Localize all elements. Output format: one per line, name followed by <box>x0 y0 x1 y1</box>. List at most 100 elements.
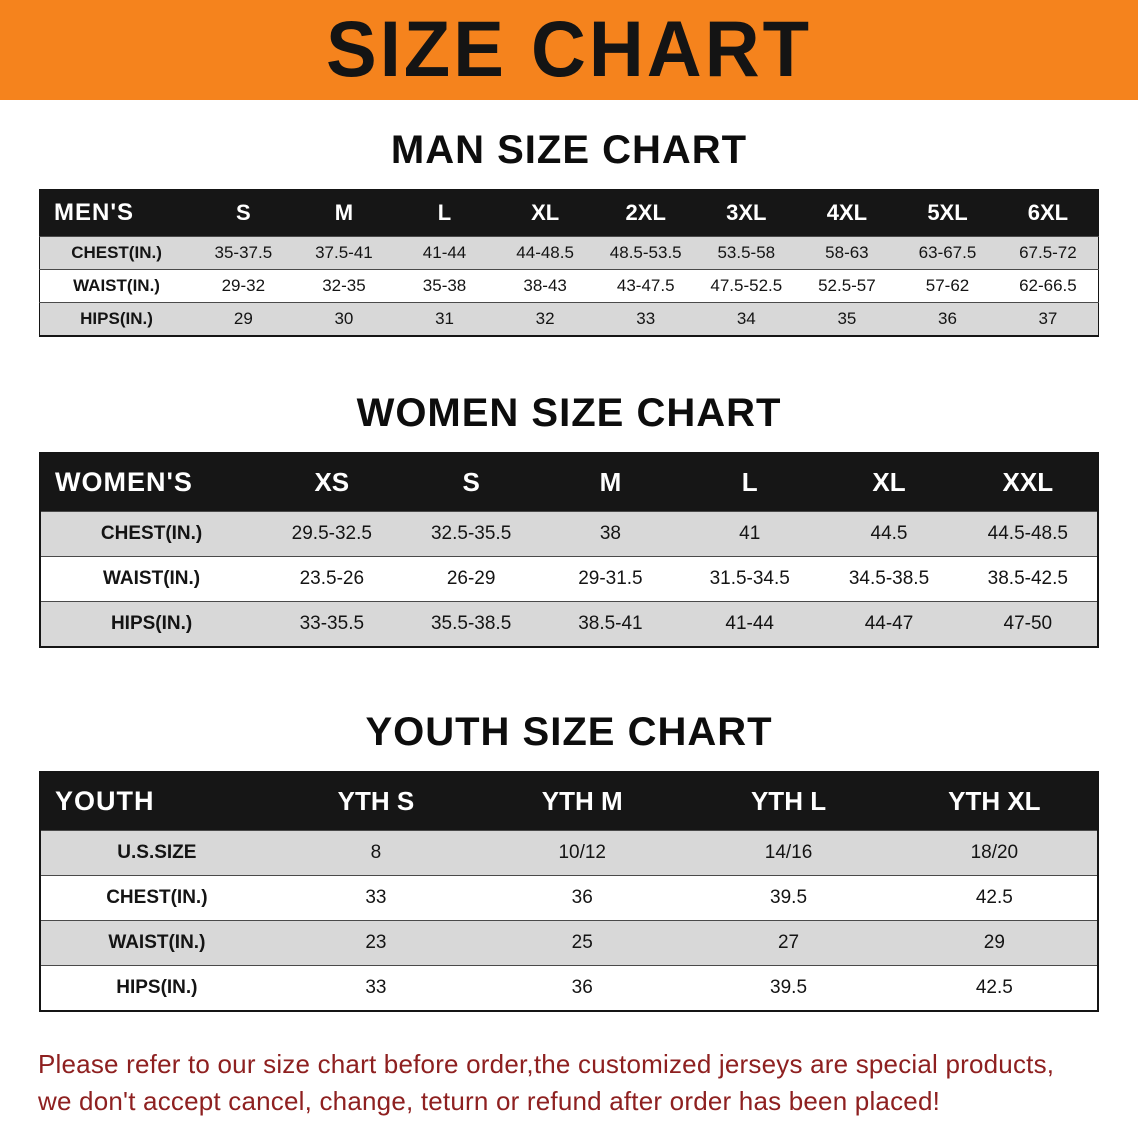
value-cell: 44.5 <box>870 523 908 544</box>
value-cell: 44-48.5 <box>516 243 574 262</box>
value-cell: 8 <box>370 842 382 863</box>
table-title-cell: MEN'S <box>39 189 194 237</box>
value-cell: 35-38 <box>422 276 467 295</box>
row-label-cell: CHEST(IN.) <box>100 523 203 544</box>
value-cell: 42.5 <box>975 887 1013 908</box>
value-cell: 32 <box>535 309 555 328</box>
women-section-heading: WOMEN SIZE CHART <box>356 391 782 435</box>
row-label-cell: U.S.SIZE <box>117 842 197 863</box>
value-cell: 39.5 <box>770 977 808 998</box>
value-cell: 38.5-41 <box>578 613 643 634</box>
youth-section-heading: YOUTH SIZE CHART <box>365 710 773 754</box>
page-title: SIZE CHART <box>326 5 812 94</box>
value-cell: 31.5-34.5 <box>709 568 790 589</box>
size-header-cell: M <box>293 189 395 237</box>
value-cell: 36 <box>571 887 593 908</box>
value-cell: 29-32 <box>221 276 266 295</box>
size-header-cell: S <box>193 189 294 237</box>
row-label-cell: WAIST(IN.) <box>103 568 201 589</box>
value-cell: 38.5-42.5 <box>987 568 1068 589</box>
table-header-row: YOUTH YTH S YTH M YTH L YTH XL <box>40 772 1098 831</box>
size-header-cell: 5XL <box>897 189 998 237</box>
value-cell: 26-29 <box>446 568 496 589</box>
value-cell: 38 <box>599 523 621 544</box>
value-cell: 30 <box>334 309 354 328</box>
youth-size-table: YOUTH YTH S YTH M YTH L YTH XL U.S.SIZE 8 10/12… <box>39 771 1099 1012</box>
women-size-table: WOMEN'S XS S M L XL XXL CHEST(IN.) 29.5-32.5 32.5… <box>39 452 1099 648</box>
value-cell: 29-31.5 <box>578 568 643 589</box>
value-cell: 33 <box>636 309 656 328</box>
row-label-cell: HIPS(IN.) <box>116 977 198 998</box>
table-header-row: MEN'S S M L XL 2XL 3XL 4XL 5XL 6XL <box>39 189 1099 237</box>
value-cell: 32.5-35.5 <box>430 523 512 544</box>
table-header-row: WOMEN'S XS S M L XL XXL <box>40 453 1098 512</box>
table-row: HIPS(IN.) 33-35.5 35.5-38.5 38.5-41 41-44 44-… <box>40 601 1098 647</box>
table-row: WAIST(IN.) 29-32 32-35 35-38 38-43 43-47.5 47.… <box>39 269 1099 303</box>
size-header-cell: 2XL <box>595 189 697 237</box>
value-cell: 53.5-58 <box>717 243 776 262</box>
size-header-cell: M <box>540 453 681 512</box>
table-row: CHEST(IN.) 29.5-32.5 32.5-35.5 38 41 44.5 44.5… <box>40 511 1098 557</box>
table-row: WAIST(IN.) 23 25 27 29 <box>40 920 1098 966</box>
value-cell: 37.5-41 <box>315 243 373 262</box>
value-cell: 41-44 <box>725 613 775 634</box>
value-cell: 29 <box>983 932 1005 953</box>
men-section: MAN SIZE CHART MEN'S S M L XL 2XL 3XL 4XL 5XL 6XL… <box>0 128 1138 337</box>
value-cell: 23 <box>365 932 387 953</box>
women-section: WOMEN SIZE CHART WOMEN'S XS S M L XL XXL CHEST(… <box>0 391 1138 648</box>
row-label-cell: CHEST(IN.) <box>106 887 208 908</box>
table-title-cell: WOMEN'S <box>40 453 263 512</box>
size-header-cell: YTH L <box>685 772 892 831</box>
value-cell: 47-50 <box>1003 613 1053 634</box>
row-label-cell: WAIST(IN.) <box>108 932 206 953</box>
value-cell: 35.5-38.5 <box>430 613 512 634</box>
size-header-cell: L <box>680 453 820 512</box>
men-size-table: MEN'S S M L XL 2XL 3XL 4XL 5XL 6XL CHEST(IN.) 35-37… <box>39 189 1099 337</box>
value-cell: 29 <box>233 309 253 328</box>
value-cell: 34.5-38.5 <box>848 568 930 589</box>
men-section-heading: MAN SIZE CHART <box>390 128 748 172</box>
size-header-cell: 6XL <box>997 189 1099 237</box>
value-cell: 41 <box>739 523 761 544</box>
value-cell: 57-62 <box>925 276 970 295</box>
value-cell: 10/12 <box>558 842 606 863</box>
value-cell: 44.5-48.5 <box>987 523 1068 544</box>
value-cell: 47.5-52.5 <box>710 276 783 295</box>
size-header-cell: YTH XL <box>891 772 1098 831</box>
row-label-cell: HIPS(IN.) <box>110 613 193 634</box>
value-cell: 33-35.5 <box>299 613 365 634</box>
size-header-cell: XL <box>494 189 596 237</box>
value-cell: 36 <box>571 977 593 998</box>
value-cell: 14/16 <box>764 842 813 863</box>
value-cell: 27 <box>777 932 800 953</box>
value-cell: 36 <box>938 309 957 328</box>
notice-line-2: we don't accept cancel, change, teturn o… <box>38 1086 941 1116</box>
value-cell: 62-66.5 <box>1019 276 1077 295</box>
value-cell: 35 <box>837 309 857 328</box>
size-header-cell: 4XL <box>796 189 898 237</box>
value-cell: 25 <box>571 932 593 953</box>
value-cell: 63-67.5 <box>918 243 977 262</box>
notice-line-1: Please refer to our size chart before or… <box>38 1049 1055 1079</box>
size-header-cell: YTH M <box>479 772 686 831</box>
table-row: CHEST(IN.) 35-37.5 37.5-41 41-44 44-48.5 48.5… <box>39 236 1099 270</box>
table-row: CHEST(IN.) 33 36 39.5 42.5 <box>40 875 1098 921</box>
size-header-cell: XL <box>819 453 959 512</box>
value-cell: 23.5-26 <box>299 568 365 589</box>
row-label-cell: HIPS(IN.) <box>80 309 153 328</box>
table-row: U.S.SIZE 8 10/12 14/16 18/20 <box>40 830 1098 876</box>
row-label-cell: CHEST(IN.) <box>71 243 162 262</box>
value-cell: 42.5 <box>975 977 1013 998</box>
footer-notice: Please refer to our size chart before or… <box>38 1046 1100 1120</box>
banner: SIZE CHART <box>0 0 1138 100</box>
row-label-cell: WAIST(IN.) <box>73 276 160 295</box>
table-row: WAIST(IN.) 23.5-26 26-29 29-31.5 31.5-34.5 34… <box>40 556 1098 602</box>
size-header-cell: L <box>394 189 495 237</box>
value-cell: 44-47 <box>864 613 914 634</box>
size-header-cell: YTH S <box>272 772 480 831</box>
size-header-cell: 3XL <box>696 189 797 237</box>
value-cell: 33 <box>365 977 387 998</box>
table-title-cell: YOUTH <box>40 772 273 831</box>
value-cell: 33 <box>365 887 387 908</box>
